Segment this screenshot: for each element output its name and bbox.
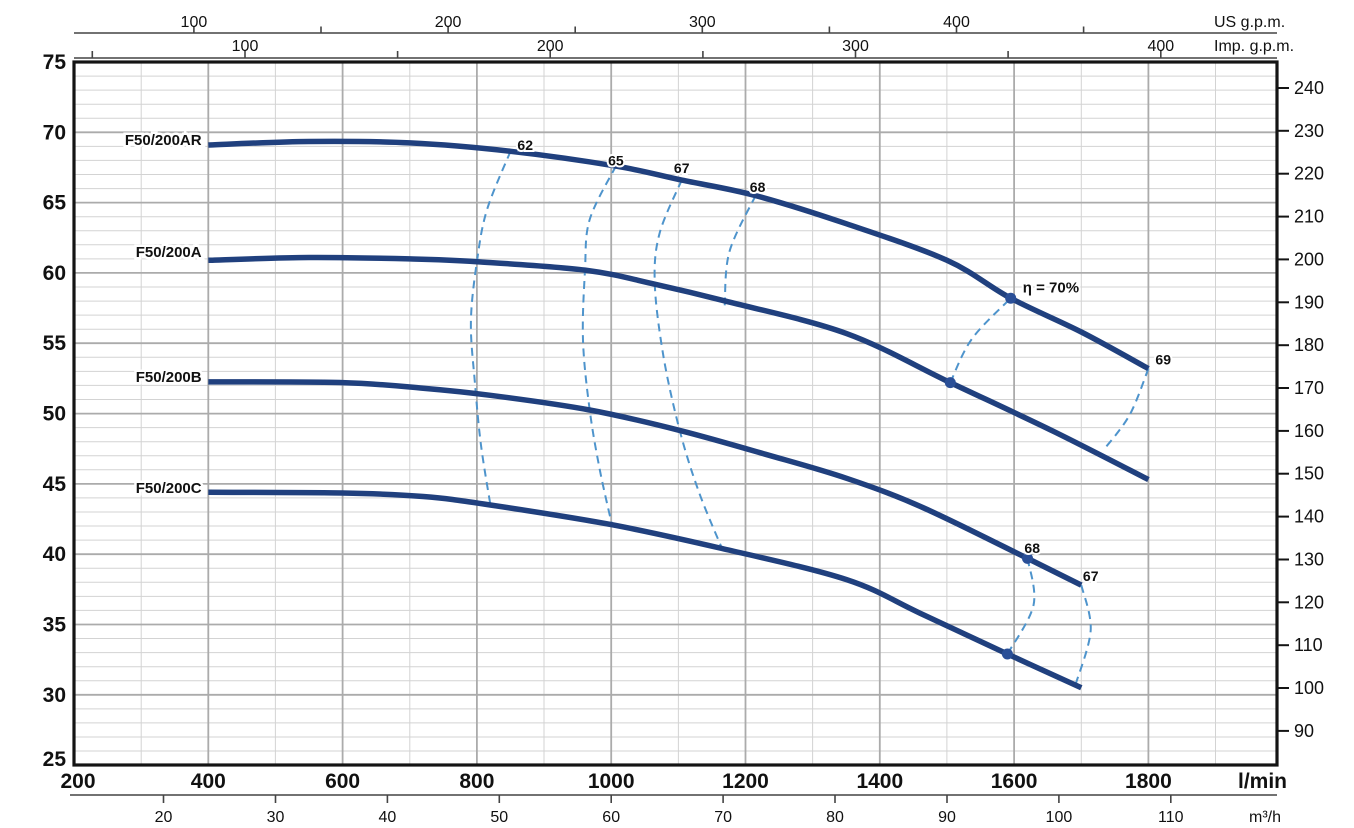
- lmin-tick-label: 200: [60, 770, 95, 793]
- efficiency-label: 67: [1083, 568, 1099, 584]
- curve-label-F50-200A: F50/200A: [136, 244, 202, 261]
- lmin-tick-label: 1800: [1125, 770, 1172, 793]
- efficiency-curve-69: [1102, 368, 1150, 451]
- head-ft-tick-label: 90: [1294, 721, 1314, 741]
- head-m-tick-label: 25: [43, 748, 67, 771]
- efficiency-curve-62: [469, 150, 512, 505]
- lmin-tick-label: 600: [325, 770, 360, 793]
- m3h-tick-label: 80: [826, 809, 844, 826]
- head-ft-tick-label: 120: [1294, 592, 1324, 612]
- head-m-tick-label: 50: [43, 403, 66, 426]
- imp-gpm-tick-label: 200: [537, 38, 564, 55]
- efficiency-curve-67: [1074, 584, 1092, 684]
- head-ft-tick-label: 140: [1294, 507, 1324, 527]
- lmin-tick-label: 1400: [856, 770, 903, 793]
- head-m-tick-label: 40: [43, 543, 66, 566]
- us-gpm-tick-label: 400: [943, 14, 970, 31]
- efficiency-label: 65: [608, 152, 624, 168]
- m3h-tick-label: 70: [714, 809, 732, 826]
- efficiency-curve-68: [723, 195, 757, 306]
- head-m-tick-label: 70: [43, 121, 66, 144]
- head-ft-tick-label: 220: [1294, 164, 1324, 184]
- efficiency-label: 68: [1024, 540, 1040, 556]
- bep-dot-F50-200A: [944, 377, 956, 389]
- curve-label-F50-200B: F50/200B: [136, 369, 202, 386]
- head-m-tick-label: 45: [43, 473, 67, 496]
- head-m-tick-label: 60: [43, 262, 66, 285]
- imp-gpm-unit-label: Imp. g.p.m.: [1214, 38, 1294, 55]
- m3h-unit-label: m³/h: [1249, 809, 1281, 826]
- head-ft-tick-label: 210: [1294, 207, 1324, 227]
- pump-curve-F50-200C: [208, 489, 1083, 691]
- bep-dot-F50-200B: [1022, 552, 1033, 564]
- head-m-tick-label: 30: [43, 684, 66, 707]
- lmin-tick-label: 1200: [722, 770, 769, 793]
- m3h-tick-label: 100: [1046, 809, 1073, 826]
- efficiency-curve-68: [1006, 558, 1036, 655]
- imp-gpm-tick-label: 400: [1147, 38, 1174, 55]
- head-ft-tick-label: 190: [1294, 292, 1324, 312]
- head-ft-tick-label: 100: [1294, 678, 1324, 698]
- bep-dot-F50-200C: [1001, 648, 1013, 660]
- m3h-tick-label: 110: [1158, 809, 1184, 826]
- us-gpm-tick-label: 200: [435, 14, 462, 31]
- efficiency-label: 62: [517, 137, 533, 153]
- efficiency-curve-70: [949, 297, 1012, 384]
- bep-dot-F50-200AR: [1005, 292, 1017, 304]
- m3h-tick-label: 20: [155, 809, 173, 826]
- m3h-tick-label: 90: [938, 809, 956, 826]
- head-m-tick-label: 75: [43, 51, 67, 74]
- efficiency-curve-67: [653, 179, 723, 549]
- head-ft-tick-label: 150: [1294, 464, 1324, 484]
- head-ft-tick-label: 200: [1294, 249, 1324, 269]
- head-m-tick-label: 65: [43, 192, 67, 215]
- imp-gpm-tick-label: 100: [232, 38, 259, 55]
- head-ft-tick-label: 170: [1294, 378, 1324, 398]
- imp-gpm-tick-label: 300: [842, 38, 869, 55]
- chart-generated-content: 100 200 300 400 100 200 300 400 200 400 600 800 1000…: [43, 14, 1324, 826]
- head-ft-tick-label: 160: [1294, 421, 1324, 441]
- plot-border: [72, 60, 1279, 767]
- lmin-tick-label: 1600: [991, 770, 1038, 793]
- lmin-tick-label: 1000: [588, 770, 635, 793]
- us-gpm-tick-label: 300: [689, 14, 716, 31]
- efficiency-curve-65: [581, 165, 617, 525]
- head-m-tick-label: 35: [43, 614, 67, 637]
- head-ft-tick-label: 230: [1294, 121, 1324, 141]
- m3h-tick-label: 30: [267, 809, 285, 826]
- lmin-tick-label: 800: [459, 770, 494, 793]
- us-gpm-tick-label: 100: [181, 14, 208, 31]
- curve-label-F50-200AR: F50/200AR: [125, 132, 202, 149]
- pump-curve-F50-200B: [208, 379, 1083, 588]
- head-ft-tick-label: 180: [1294, 335, 1324, 355]
- head-ft-tick-label: 240: [1294, 78, 1324, 98]
- lmin-unit-label: l/min: [1238, 770, 1287, 793]
- efficiency-label: 68: [750, 179, 766, 195]
- efficiency-label: 69: [1155, 351, 1171, 367]
- m3h-tick-label: 60: [602, 809, 620, 826]
- head-ft-tick-label: 110: [1294, 635, 1323, 655]
- pump-curve-F50-200A: [208, 254, 1150, 483]
- us-gpm-unit-label: US g.p.m.: [1214, 14, 1285, 31]
- m3h-tick-label: 40: [379, 809, 397, 826]
- m3h-tick-label: 50: [490, 809, 508, 826]
- lmin-tick-label: 400: [191, 770, 226, 793]
- head-m-tick-label: 55: [43, 332, 67, 355]
- efficiency-label: 67: [674, 160, 690, 176]
- curve-label-F50-200C: F50/200C: [136, 480, 202, 497]
- efficiency-label: η = 70%: [1023, 280, 1079, 297]
- head-ft-tick-label: 130: [1294, 550, 1324, 570]
